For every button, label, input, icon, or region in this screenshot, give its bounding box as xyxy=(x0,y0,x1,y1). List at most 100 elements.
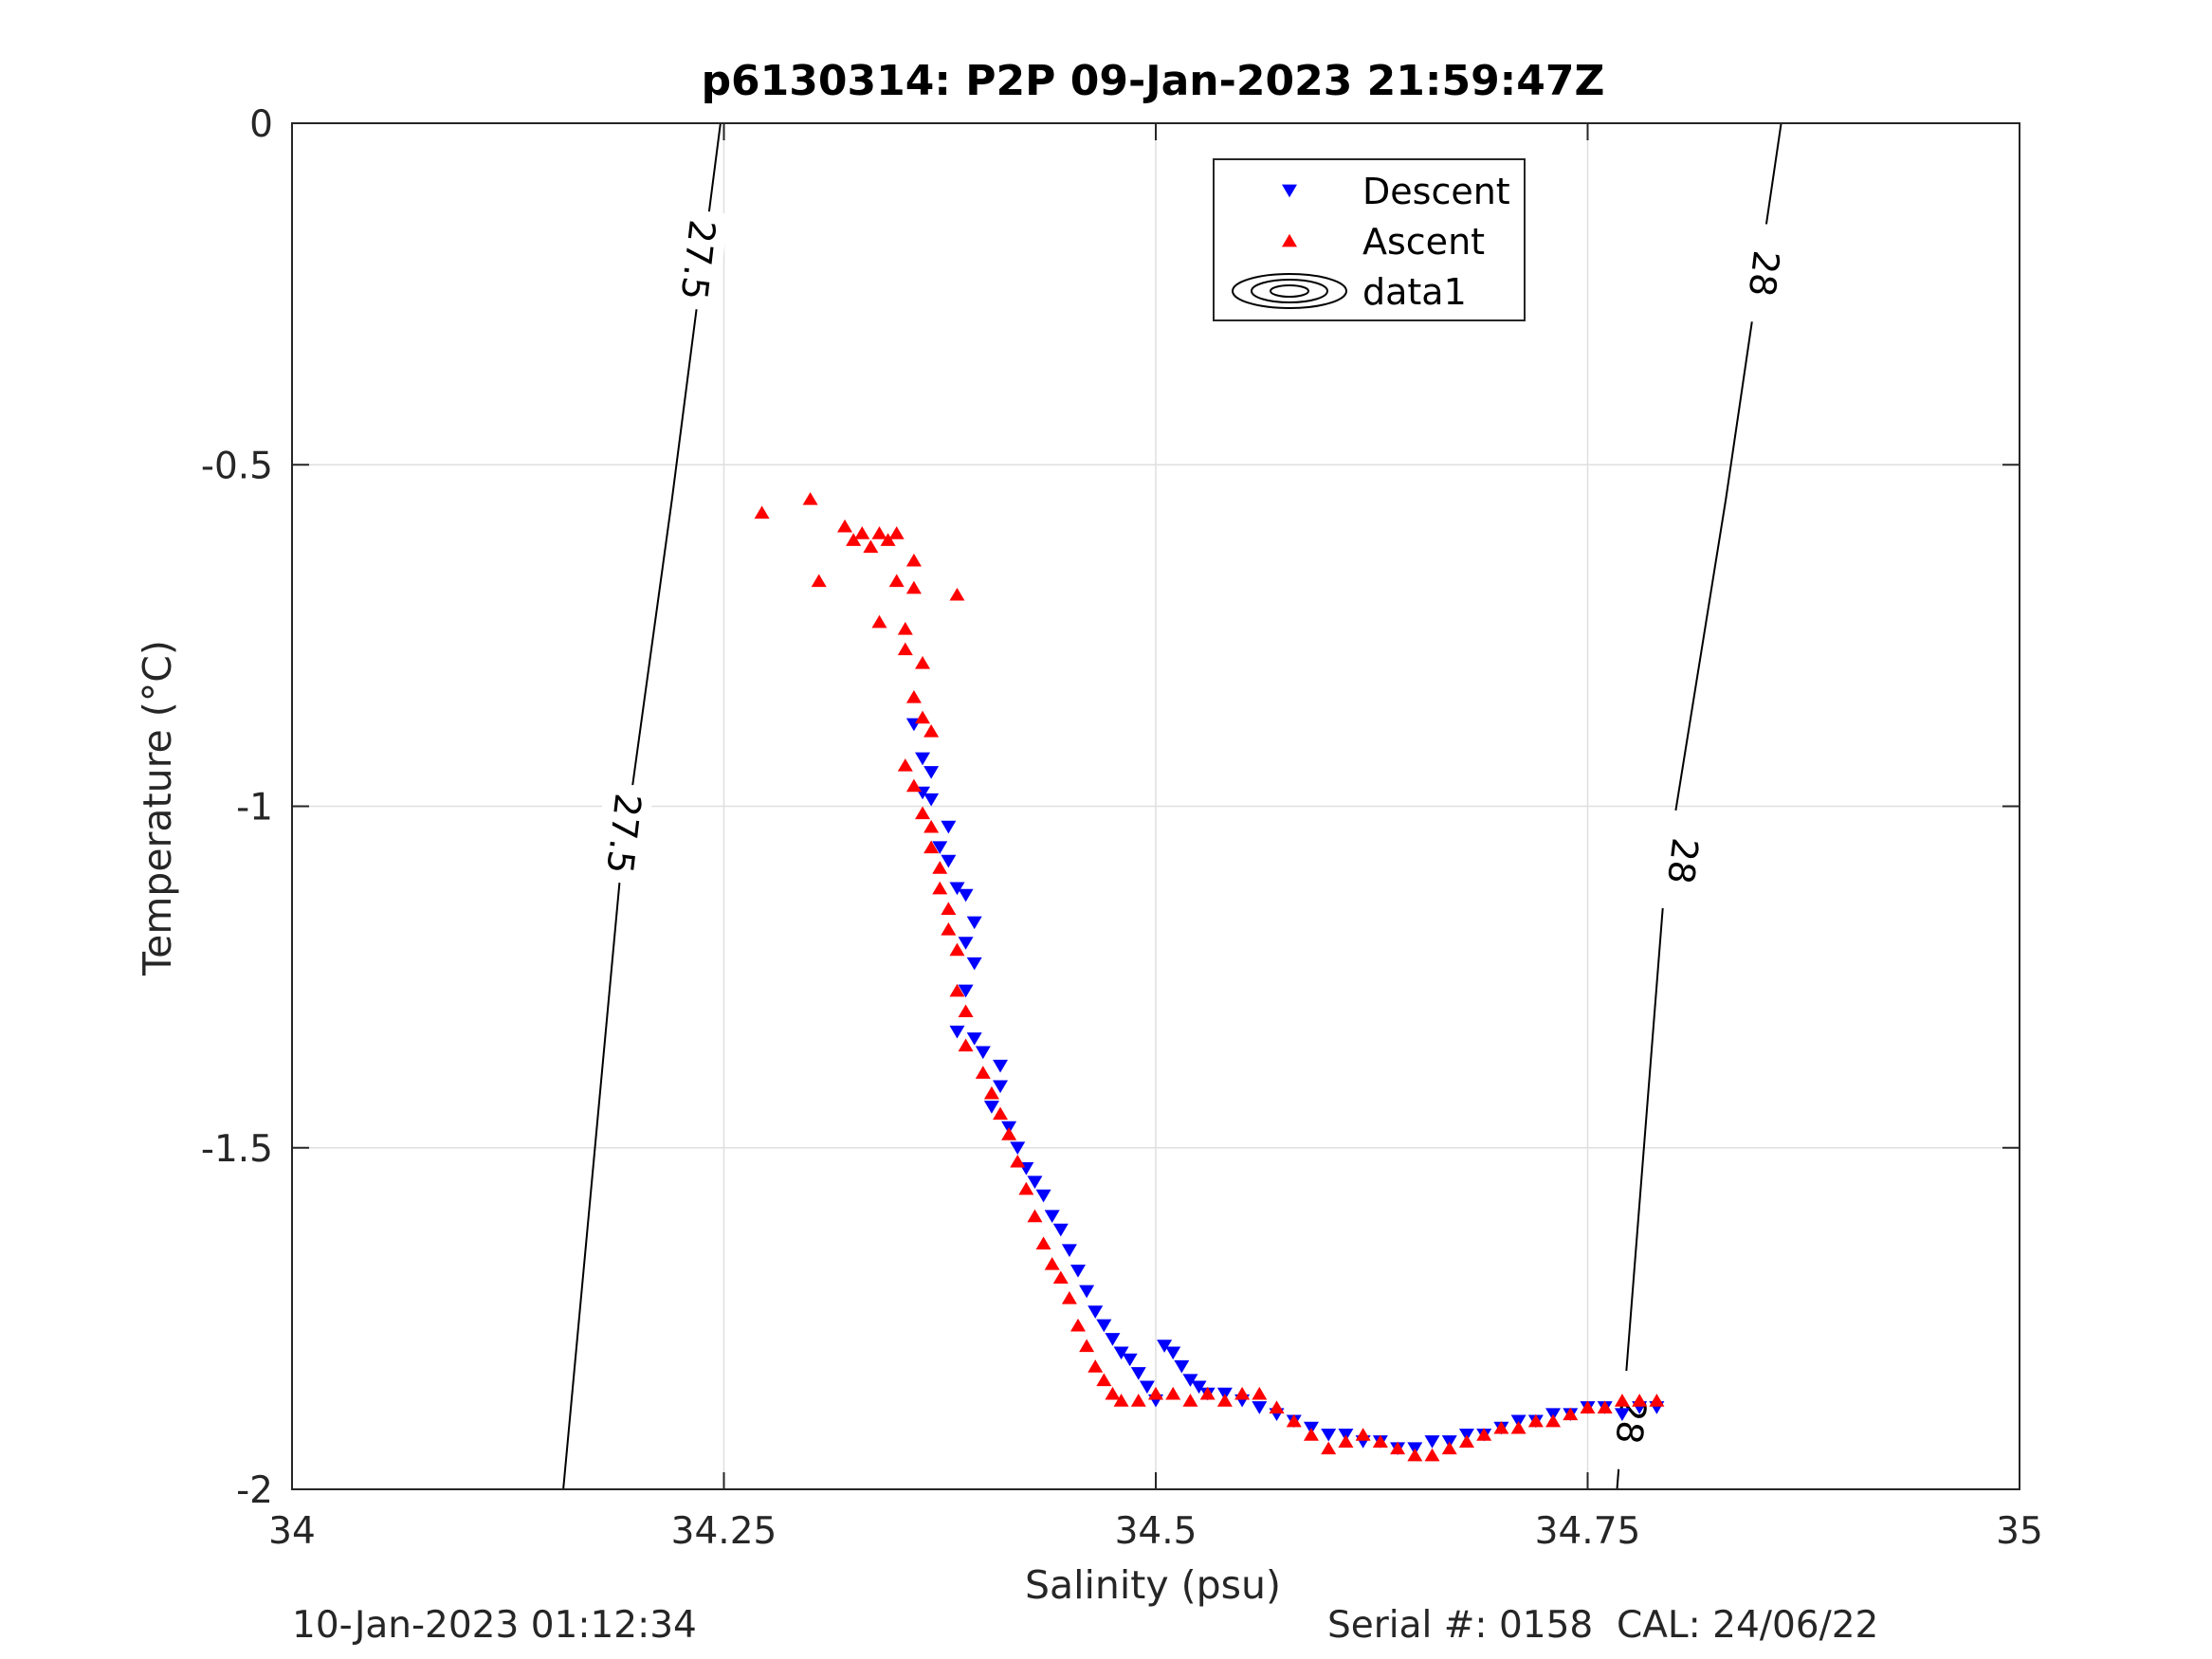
descent-point xyxy=(1035,1189,1051,1203)
ascent-point xyxy=(915,806,931,820)
ascent-point xyxy=(1182,1394,1198,1407)
descent-point xyxy=(1113,1346,1129,1360)
ascent-point xyxy=(949,587,965,601)
descent-point xyxy=(1052,1223,1069,1237)
ascent-point xyxy=(1458,1434,1474,1448)
ascent-point xyxy=(1407,1448,1423,1462)
ascent-point xyxy=(1070,1318,1087,1332)
y-tick-label: -1 xyxy=(236,787,273,830)
ascent-point xyxy=(1614,1394,1630,1407)
ascent-point xyxy=(897,621,913,635)
contour-label: 28 xyxy=(1659,836,1706,886)
ascent-point xyxy=(1052,1270,1069,1285)
ascent-point xyxy=(1441,1441,1457,1455)
descent-point xyxy=(1010,1141,1026,1155)
ascent-point xyxy=(1234,1386,1251,1400)
descent-point xyxy=(1182,1374,1198,1387)
contour-label: 28 xyxy=(1607,1395,1654,1446)
ascent-point xyxy=(863,539,879,554)
x-tick-label: 34.25 xyxy=(671,1510,777,1553)
ascent-point xyxy=(949,983,965,997)
ascent-point xyxy=(880,533,896,546)
y-tick-label: 0 xyxy=(249,103,273,146)
contour-label: 27.5 xyxy=(672,218,722,302)
descent-point xyxy=(1044,1210,1060,1223)
legend-marker-ascent-icon xyxy=(1282,233,1297,247)
ascent-point xyxy=(1372,1434,1388,1448)
ascent-point xyxy=(888,574,905,588)
footer-timestamp: 10-Jan-2023 01:12:34 xyxy=(292,1604,697,1647)
descent-point xyxy=(1105,1333,1121,1346)
ascent-point xyxy=(949,942,965,957)
ascent-point xyxy=(905,580,922,594)
descent-point xyxy=(1061,1244,1077,1258)
ascent-point xyxy=(993,1106,1009,1121)
ascent-point xyxy=(1010,1154,1026,1168)
ascent-point xyxy=(1563,1407,1579,1421)
ascent-point xyxy=(1303,1428,1319,1441)
footer-serial-cal: Serial #: 0158 CAL: 24/06/22 xyxy=(1327,1604,1879,1647)
descent-point xyxy=(1614,1408,1630,1421)
contour-label-bg xyxy=(594,781,654,885)
x-tick-label: 35 xyxy=(1996,1510,2043,1553)
descent-point xyxy=(958,888,974,902)
descent-point xyxy=(993,1080,1009,1094)
x-tick-label: 34 xyxy=(268,1510,316,1553)
contour-label: 28 xyxy=(1741,248,1787,299)
ascent-point xyxy=(905,553,922,567)
ascent-point xyxy=(1527,1413,1544,1428)
descent-point xyxy=(1130,1367,1146,1380)
descent-point xyxy=(941,820,957,834)
ascent-point xyxy=(1649,1394,1665,1407)
chart-title: p6130314: P2P 09-Jan-2023 21:59:47Z xyxy=(702,57,1605,105)
descent-point xyxy=(975,1046,991,1060)
ascent-point xyxy=(1597,1400,1613,1413)
ascent-point xyxy=(1018,1181,1034,1195)
y-tick-label: -0.5 xyxy=(201,445,273,487)
descent-point xyxy=(1027,1176,1043,1189)
ascent-point xyxy=(1493,1420,1509,1434)
ascent-point xyxy=(1580,1400,1596,1413)
descent-point xyxy=(958,984,974,998)
x-tick-label: 34.5 xyxy=(1115,1510,1197,1553)
descent-point xyxy=(1191,1380,1207,1395)
contour-line xyxy=(562,122,722,1490)
descent-point xyxy=(966,1032,982,1046)
descent-point xyxy=(993,1059,1009,1073)
density-contours: 27.5 27.5 28 28 28 xyxy=(562,122,1795,1490)
ascent-point xyxy=(871,526,887,539)
descent-point xyxy=(1174,1359,1190,1374)
ascent-point xyxy=(837,519,853,533)
descent-point xyxy=(1157,1340,1173,1353)
legend-label: Descent xyxy=(1362,171,1510,212)
contour-label: 27.5 xyxy=(598,792,649,876)
x-tick-label: 34.75 xyxy=(1535,1510,1641,1553)
ascent-point xyxy=(975,1066,991,1079)
descent-point xyxy=(1321,1428,1337,1442)
legend-marker-descent-icon xyxy=(1282,184,1297,198)
descent-point xyxy=(1096,1319,1112,1333)
ascent-point xyxy=(854,526,870,539)
ascent-point xyxy=(915,710,931,724)
descent-point xyxy=(1070,1265,1087,1278)
contour-label-bg xyxy=(1600,1369,1662,1473)
ascent-point xyxy=(958,1038,974,1052)
y-tick-label: -2 xyxy=(236,1469,273,1512)
ascent-point xyxy=(888,526,905,539)
descent-point xyxy=(932,841,948,854)
ascent-point xyxy=(1269,1400,1285,1413)
ascent-point xyxy=(1545,1413,1562,1428)
x-axis-label: Salinity (psu) xyxy=(1025,1562,1281,1608)
ascent-point xyxy=(846,533,862,546)
ascent-point xyxy=(932,861,948,874)
ascent-point xyxy=(1252,1386,1268,1400)
ascent-point xyxy=(1510,1420,1526,1434)
contour-label-bg xyxy=(1652,809,1713,913)
ascent-point xyxy=(1338,1434,1354,1448)
legend-contour-icon xyxy=(1232,273,1347,309)
ascent-point xyxy=(754,505,770,520)
legend-contour-icon xyxy=(1251,279,1328,303)
descent-point xyxy=(966,916,982,930)
descent-point xyxy=(941,854,957,868)
